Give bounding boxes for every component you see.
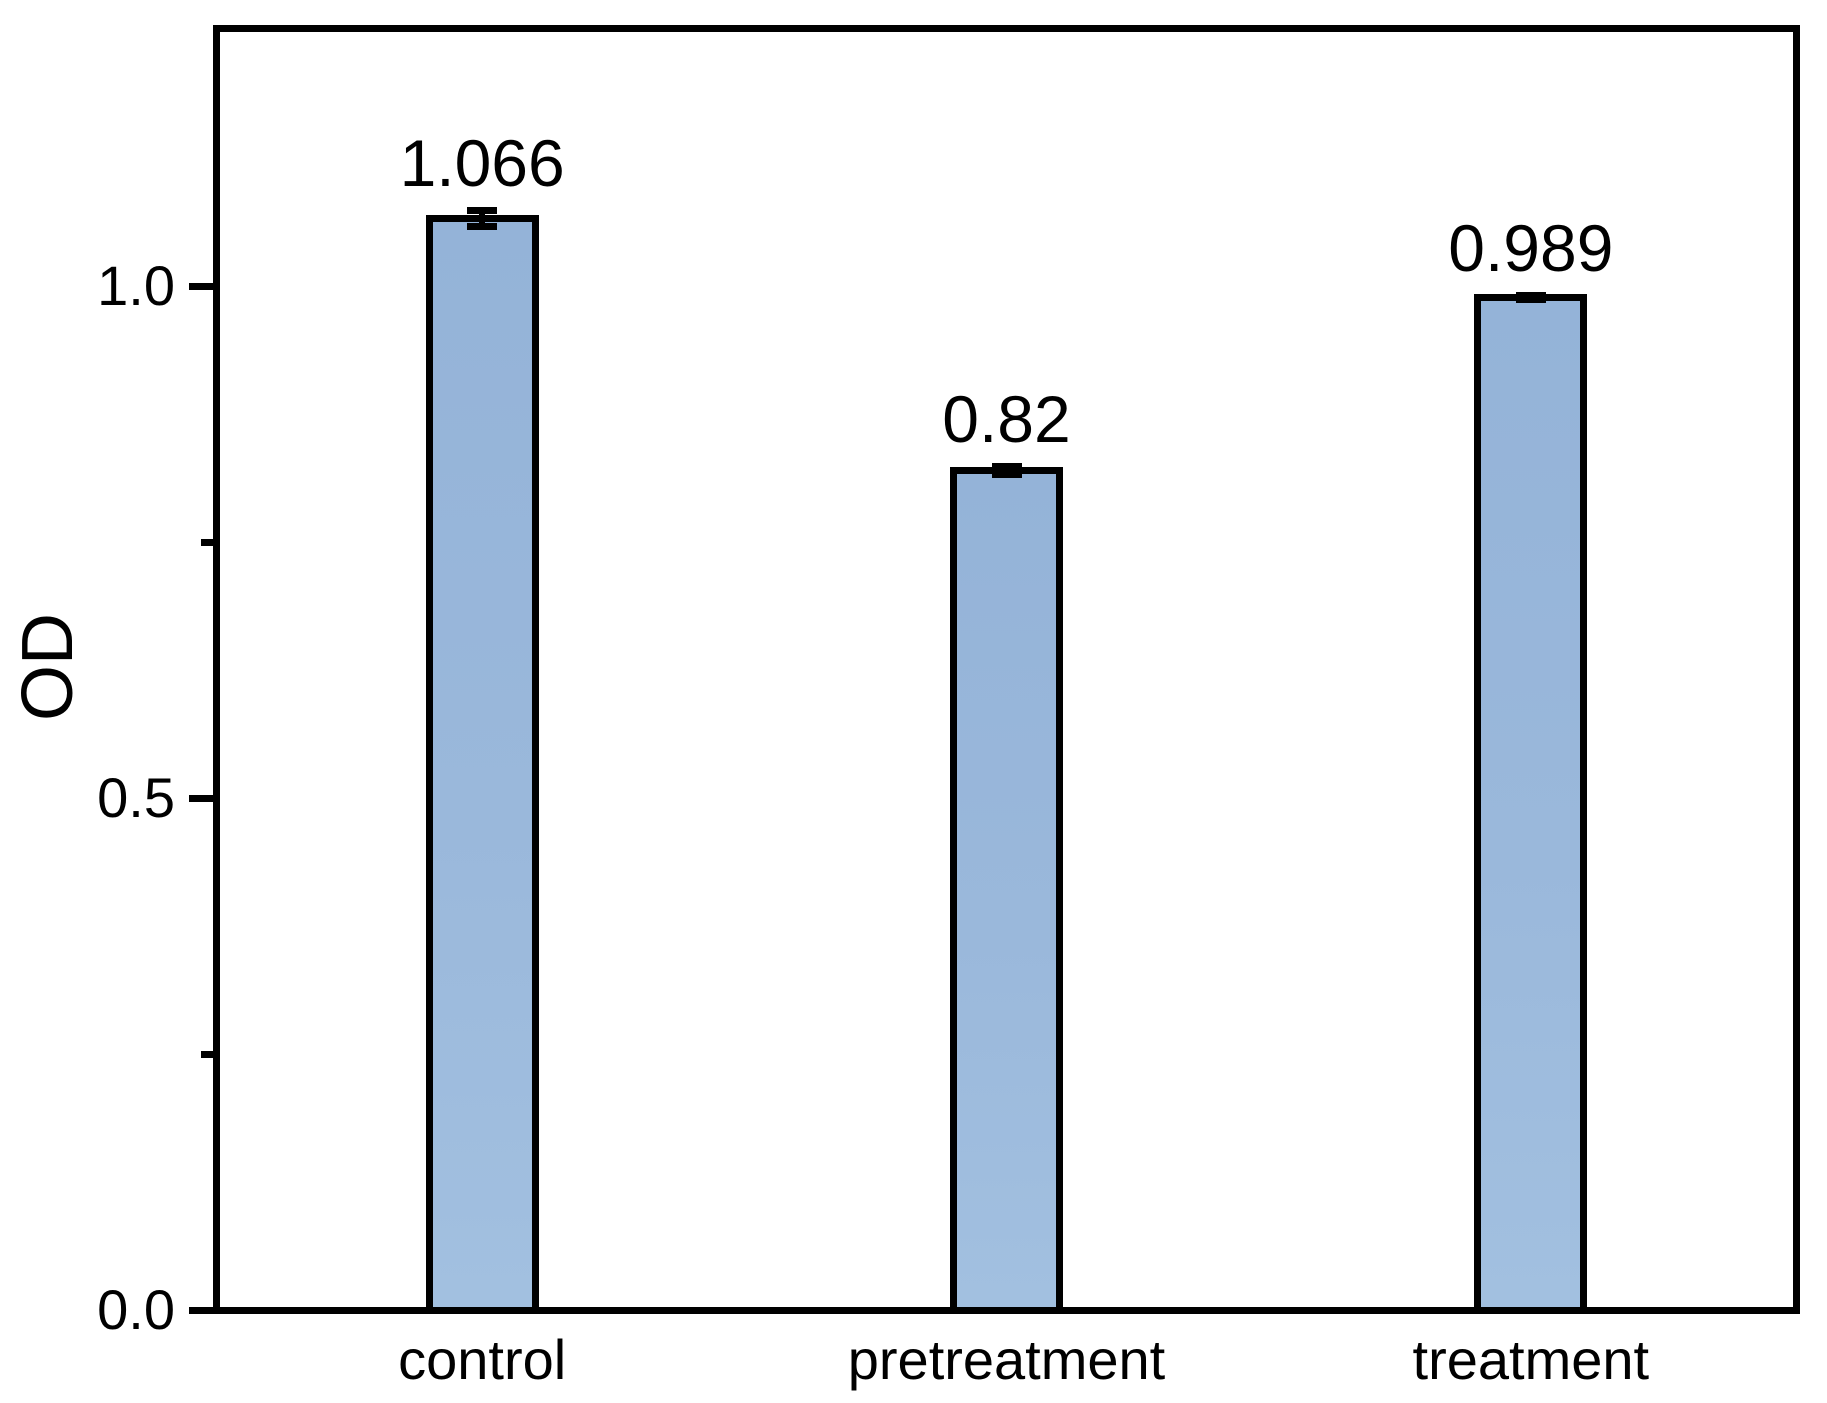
y-axis-title: OD [8,613,88,721]
y-axis-tick-label: 0.0 [97,1278,175,1341]
y-axis-major-tick [189,282,213,290]
bar-value-label: 0.989 [1448,211,1614,286]
error-bar-line [1003,466,1010,475]
y-axis-tick-label: 1.0 [97,254,175,317]
error-bar-top-cap [467,206,498,214]
bar-value-label: 1.066 [399,126,565,201]
y-axis-minor-tick [201,1050,213,1058]
x-category-label: control [398,1328,567,1391]
y-axis-tick-label: 0.5 [97,766,175,829]
y-axis-major-tick [189,1306,213,1314]
bar-control [426,214,539,1314]
bar-pretreatment [950,466,1063,1314]
bar-value-label: 0.82 [942,382,1071,457]
bar-treatment [1474,293,1587,1314]
x-category-label: treatment [1412,1328,1650,1391]
error-bar-bottom-cap [991,470,1022,478]
error-bar-bottom-cap [467,223,498,231]
error-bar-top-cap [991,462,1022,470]
error-bar-line [479,210,486,227]
error-bar-top-cap [1515,291,1546,299]
error-bar-bottom-cap [1515,295,1546,303]
y-axis-minor-tick [201,538,213,546]
x-category-label: pretreatment [847,1328,1166,1391]
y-axis-major-tick [189,794,213,802]
